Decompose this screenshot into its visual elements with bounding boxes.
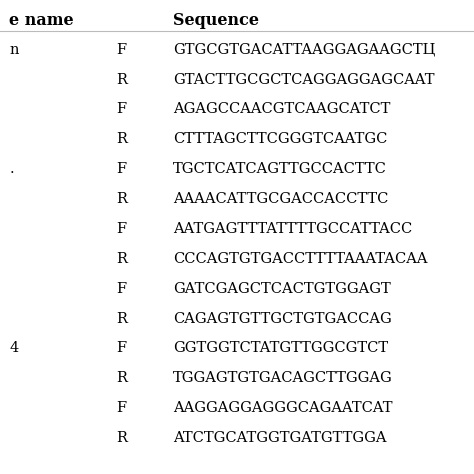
Text: R: R [116,311,127,326]
Text: ATCTGCATGGTGATGTTGGA: ATCTGCATGGTGATGTTGGA [173,431,386,445]
Text: GGTGGTCTATGTTGGCGTCT: GGTGGTCTATGTTGGCGTCT [173,341,388,356]
Text: AAAACATTGCGACCACCTTC: AAAACATTGCGACCACCTTC [173,192,388,206]
Text: R: R [116,132,127,146]
Text: R: R [116,73,127,87]
Text: CTTTAGCTTCGGGTCAATGC: CTTTAGCTTCGGGTCAATGC [173,132,387,146]
Text: R: R [116,371,127,385]
Text: AAGGAGGAGGGCAGAATCAT: AAGGAGGAGGGCAGAATCAT [173,401,392,415]
Text: Sequence: Sequence [173,12,259,29]
Text: TGCTCATCAGTTGCCACTTC: TGCTCATCAGTTGCCACTTC [173,162,387,176]
Text: AGAGCCAACGTCAAGCATCT: AGAGCCAACGTCAAGCATCT [173,102,391,117]
Text: GTGCGTGACATTAAGGAGAAGCTЦ: GTGCGTGACATTAAGGAGAAGCTЦ [173,43,436,57]
Text: F: F [116,102,126,117]
Text: R: R [116,192,127,206]
Text: R: R [116,431,127,445]
Text: F: F [116,43,126,57]
Text: e name: e name [9,12,74,29]
Text: F: F [116,162,126,176]
Text: GTACTTGCGCTCAGGAGGAGCAAT: GTACTTGCGCTCAGGAGGAGCAAT [173,73,435,87]
Text: R: R [116,252,127,266]
Text: .: . [9,162,14,176]
Text: CCCAGTGTGACCTTTTAAATACAA: CCCAGTGTGACCTTTTAAATACAA [173,252,428,266]
Text: CAGAGTGTTGCTGTGACCAG: CAGAGTGTTGCTGTGACCAG [173,311,392,326]
Text: n: n [9,43,19,57]
Text: F: F [116,341,126,356]
Text: F: F [116,282,126,296]
Text: F: F [116,222,126,236]
Text: AATGAGTTTATTTTGCCATTACC: AATGAGTTTATTTTGCCATTACC [173,222,412,236]
Text: F: F [116,401,126,415]
Text: TGGAGTGTGACAGCTTGGAG: TGGAGTGTGACAGCTTGGAG [173,371,393,385]
Text: GATCGAGCTCACTGTGGAGT: GATCGAGCTCACTGTGGAGT [173,282,391,296]
Text: 4: 4 [9,341,19,356]
